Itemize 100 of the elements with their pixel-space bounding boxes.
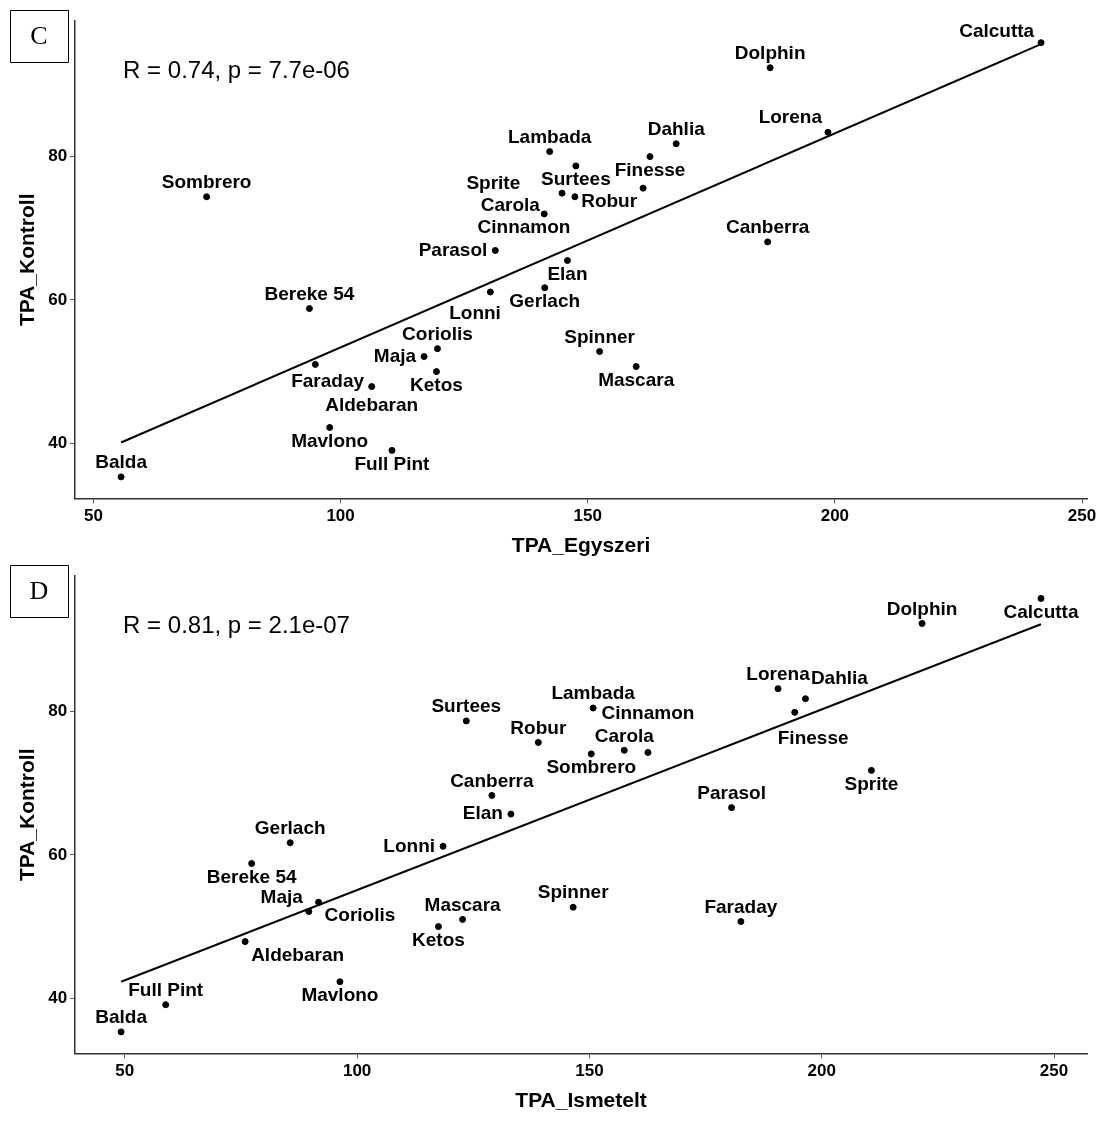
point bbox=[572, 162, 580, 170]
x-tick-label: 200 bbox=[807, 1061, 836, 1081]
point bbox=[462, 717, 470, 725]
point bbox=[326, 423, 334, 431]
point bbox=[439, 842, 447, 850]
annotation: Sombrero bbox=[161, 170, 252, 192]
annotation: Parasol bbox=[418, 238, 488, 260]
annotation: Surtees bbox=[431, 695, 502, 717]
point bbox=[248, 860, 256, 868]
annotation: Carola bbox=[594, 724, 655, 746]
annotation: Faraday bbox=[704, 895, 778, 917]
annotation: Mavlono bbox=[301, 983, 379, 1005]
y-tick-label: 40 bbox=[48, 987, 68, 1007]
point bbox=[459, 915, 467, 923]
annotation: R = 0.74, p = 7.7e-06 bbox=[123, 55, 350, 83]
annotation: Spinner bbox=[537, 881, 610, 903]
annotation: R = 0.81, p = 2.1e-07 bbox=[123, 610, 350, 638]
point bbox=[791, 708, 799, 716]
annotation: Lorena bbox=[746, 662, 811, 684]
annotation: Canberra bbox=[725, 216, 810, 238]
annotation: Sprite bbox=[466, 171, 521, 193]
point bbox=[672, 140, 680, 148]
point bbox=[491, 246, 499, 254]
point bbox=[507, 810, 515, 818]
annotation: Canberra bbox=[450, 769, 534, 791]
annotation: Finesse bbox=[777, 727, 849, 749]
x-tick-label: 100 bbox=[342, 1061, 372, 1081]
point bbox=[433, 345, 441, 353]
annotation: Parasol bbox=[697, 781, 766, 803]
point bbox=[540, 210, 548, 218]
annotation: Dahlia bbox=[647, 117, 706, 139]
point bbox=[162, 1001, 170, 1009]
point bbox=[117, 1028, 125, 1036]
annotation: Lorena bbox=[758, 106, 823, 128]
point bbox=[728, 804, 736, 812]
x-tick-label: 50 bbox=[115, 1061, 135, 1081]
annotation: Gerlach bbox=[254, 816, 326, 838]
annotation: Ketos bbox=[410, 373, 463, 395]
point bbox=[203, 193, 211, 201]
annotation: Robur bbox=[510, 716, 567, 738]
annotation: Calcutta bbox=[1003, 600, 1079, 622]
point bbox=[534, 738, 542, 746]
annotation: Sprite bbox=[844, 772, 899, 794]
point bbox=[737, 918, 745, 926]
annotation: Aldebaran bbox=[251, 943, 345, 965]
annotation: Cinnamon bbox=[477, 215, 571, 237]
annotation: Dolphin bbox=[734, 42, 806, 64]
point bbox=[368, 383, 376, 391]
point bbox=[801, 695, 809, 703]
point bbox=[766, 64, 774, 72]
text: C bbox=[30, 20, 48, 50]
point bbox=[620, 746, 628, 754]
point bbox=[1037, 39, 1045, 47]
point bbox=[639, 184, 647, 192]
point bbox=[241, 938, 249, 946]
x-tick-label: 250 bbox=[1067, 506, 1097, 526]
point bbox=[305, 305, 313, 313]
x-axis-title: TPA_Ismetelt bbox=[515, 1088, 647, 1112]
point bbox=[541, 284, 549, 292]
annotation: Spinner bbox=[564, 325, 636, 347]
point bbox=[918, 619, 926, 627]
point bbox=[388, 446, 396, 454]
point bbox=[305, 908, 313, 916]
point bbox=[432, 368, 440, 376]
x-tick-label: 100 bbox=[326, 506, 355, 526]
y-axis-title: TPA_Kontroll bbox=[15, 193, 39, 327]
point bbox=[315, 898, 323, 906]
x-tick-label: 150 bbox=[575, 1061, 604, 1081]
annotation: Lonni bbox=[383, 834, 436, 856]
annotation: Maja bbox=[260, 885, 304, 907]
point bbox=[488, 791, 496, 799]
annotation: Lonni bbox=[449, 302, 501, 324]
point bbox=[558, 189, 566, 197]
point bbox=[546, 148, 554, 156]
annotation: Mascara bbox=[598, 368, 675, 390]
annotation: Robur bbox=[581, 190, 638, 212]
annotation: Gerlach bbox=[509, 289, 581, 311]
annotation: Balda bbox=[95, 451, 148, 473]
y-axis-title: TPA_Kontroll bbox=[15, 748, 39, 882]
x-tick-label: 50 bbox=[83, 506, 103, 526]
text: D bbox=[29, 575, 49, 605]
point bbox=[589, 704, 597, 712]
x-tick-label: 200 bbox=[820, 506, 850, 526]
point bbox=[646, 153, 654, 161]
point bbox=[420, 353, 428, 361]
x-axis-title: TPA_Egyszeri bbox=[511, 533, 651, 557]
annotation: Balda bbox=[95, 1006, 148, 1028]
point bbox=[336, 978, 344, 986]
y-tick-label: 40 bbox=[48, 432, 68, 452]
annotation: Mavlono bbox=[291, 429, 369, 451]
point bbox=[311, 360, 319, 368]
point bbox=[644, 748, 652, 756]
point bbox=[571, 193, 579, 201]
annotation: Faraday bbox=[291, 370, 365, 392]
annotation: Ketos bbox=[412, 928, 465, 950]
point bbox=[587, 750, 595, 758]
annotation: Calcutta bbox=[959, 19, 1035, 41]
point bbox=[632, 363, 640, 371]
point bbox=[563, 257, 571, 265]
y-tick-label: 80 bbox=[48, 701, 68, 721]
